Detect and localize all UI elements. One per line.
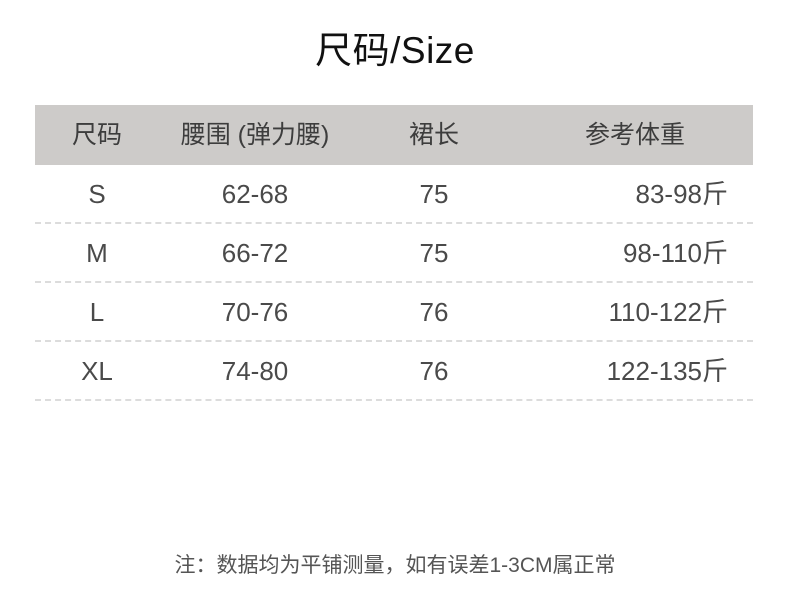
cell-size: L bbox=[89, 296, 105, 327]
column-header-size: 尺码 bbox=[71, 121, 122, 149]
cell-weight: 83-98斤 bbox=[635, 178, 729, 209]
cell-weight: 122-135斤 bbox=[606, 355, 728, 386]
cell-length: 75 bbox=[419, 237, 449, 268]
table-row: XL 74-80 76 122-135斤 bbox=[35, 342, 753, 401]
column-header-length: 裙长 bbox=[408, 121, 459, 149]
column-header-waist: 腰围 (弹力腰) bbox=[180, 121, 330, 149]
table-row: M 66-72 75 98-110斤 bbox=[35, 224, 753, 283]
cell-length: 76 bbox=[419, 296, 449, 327]
measurement-note: 注：数据均为平铺测量，如有误差1-3CM属正常 bbox=[174, 554, 616, 577]
cell-waist: 62-68 bbox=[221, 178, 289, 209]
column-header-weight: 参考体重 bbox=[584, 121, 685, 149]
cell-weight: 110-122斤 bbox=[608, 296, 729, 327]
cell-waist: 70-76 bbox=[221, 296, 289, 327]
cell-length: 76 bbox=[419, 355, 449, 386]
cell-size: M bbox=[86, 237, 108, 268]
cell-length: 75 bbox=[419, 178, 449, 209]
cell-waist: 66-72 bbox=[221, 237, 289, 268]
cell-size: S bbox=[88, 178, 106, 209]
cell-weight: 98-110斤 bbox=[622, 237, 728, 268]
table-row: L 70-76 76 110-122斤 bbox=[35, 283, 753, 342]
cell-waist: 74-80 bbox=[221, 355, 289, 386]
size-chart-table: 尺码 腰围 (弹力腰) 裙长 参考体重 S 62-68 75 83-98斤 M … bbox=[35, 105, 753, 401]
page-title: 尺码/Size bbox=[315, 30, 475, 71]
table-header-row: 尺码 腰围 (弹力腰) 裙长 参考体重 bbox=[35, 105, 753, 165]
table-row: S 62-68 75 83-98斤 bbox=[35, 165, 753, 224]
cell-size: XL bbox=[81, 355, 113, 386]
